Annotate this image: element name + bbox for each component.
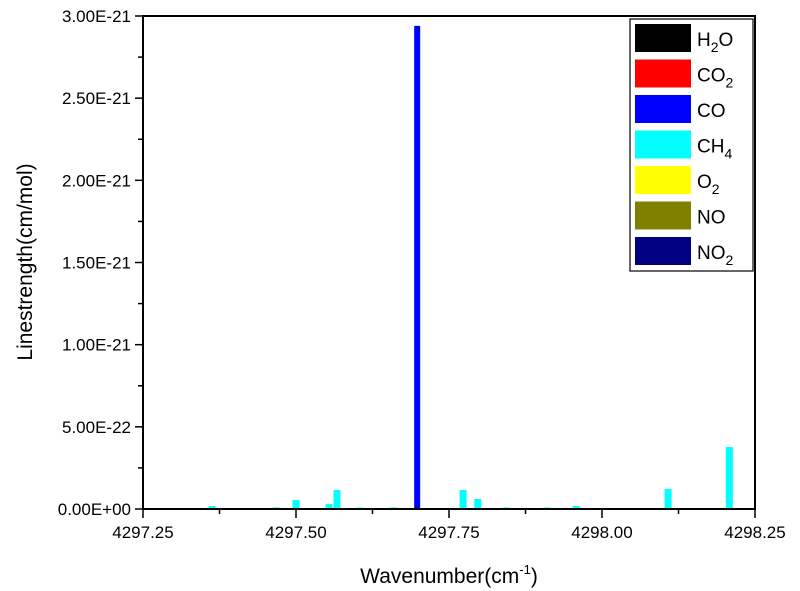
y-axis: 0.00E+00 5.00E-22 1.00E-21 1.50E-21 2.00E-21… <box>58 7 143 519</box>
legend-label-co: CO <box>697 101 726 122</box>
x-tick-label: 4297.75 <box>418 523 479 542</box>
x-tick-label: 4297.50 <box>265 523 326 542</box>
x-tick-label: 4298.00 <box>571 523 632 542</box>
bar-co <box>414 25 421 510</box>
x-axis-title: Wavenumber(cm-1) <box>360 562 538 588</box>
y-axis-title: Linestrength(cm/mol) <box>14 163 37 360</box>
x-tick-label: 4298.25 <box>724 523 785 542</box>
legend-label-no2: NO2 <box>697 243 734 268</box>
bar-ch4 <box>725 447 733 509</box>
legend-label-co2: CO2 <box>697 66 734 91</box>
y-tick-label: 2.00E-21 <box>62 171 131 190</box>
y-tick-label: 3.00E-21 <box>62 7 131 26</box>
y-tick-label: 1.50E-21 <box>62 254 131 273</box>
bar-ch4 <box>572 506 580 509</box>
bar-ch4 <box>459 489 467 509</box>
y-tick-label: 5.00E-22 <box>62 418 131 437</box>
bar-ch4 <box>292 499 300 509</box>
legend-swatch-co2 <box>635 59 691 88</box>
legend-swatch-h2o <box>635 24 691 52</box>
legend-swatch-ch4 <box>635 130 691 159</box>
bar-ch4 <box>208 506 216 509</box>
bar-ch4 <box>474 498 482 509</box>
legend-label-no: NO <box>697 208 726 229</box>
legend: H2O CO2 CO CH4 O2 NO NO2 <box>629 18 754 272</box>
legend-swatch-co <box>635 95 691 123</box>
bar-ch4 <box>333 489 341 509</box>
bar-ch4 <box>325 504 333 509</box>
legend-label-o2: O2 <box>697 172 720 197</box>
x-axis: 4297.25 4297.50 4297.75 4298.00 4298.25 <box>112 509 786 542</box>
y-tick-label: 0.00E+00 <box>58 500 131 519</box>
y-tick-label: 2.50E-21 <box>62 89 131 108</box>
legend-label-h2o: H2O <box>697 30 733 55</box>
legend-label-ch4: CH4 <box>697 137 732 162</box>
y-tick-label: 1.00E-21 <box>62 336 131 355</box>
x-tick-label: 4297.25 <box>112 523 173 542</box>
legend-swatch-o2 <box>635 166 691 194</box>
legend-swatch-no2 <box>635 237 691 265</box>
bar-ch4 <box>664 488 672 509</box>
legend-swatch-no <box>635 201 691 230</box>
